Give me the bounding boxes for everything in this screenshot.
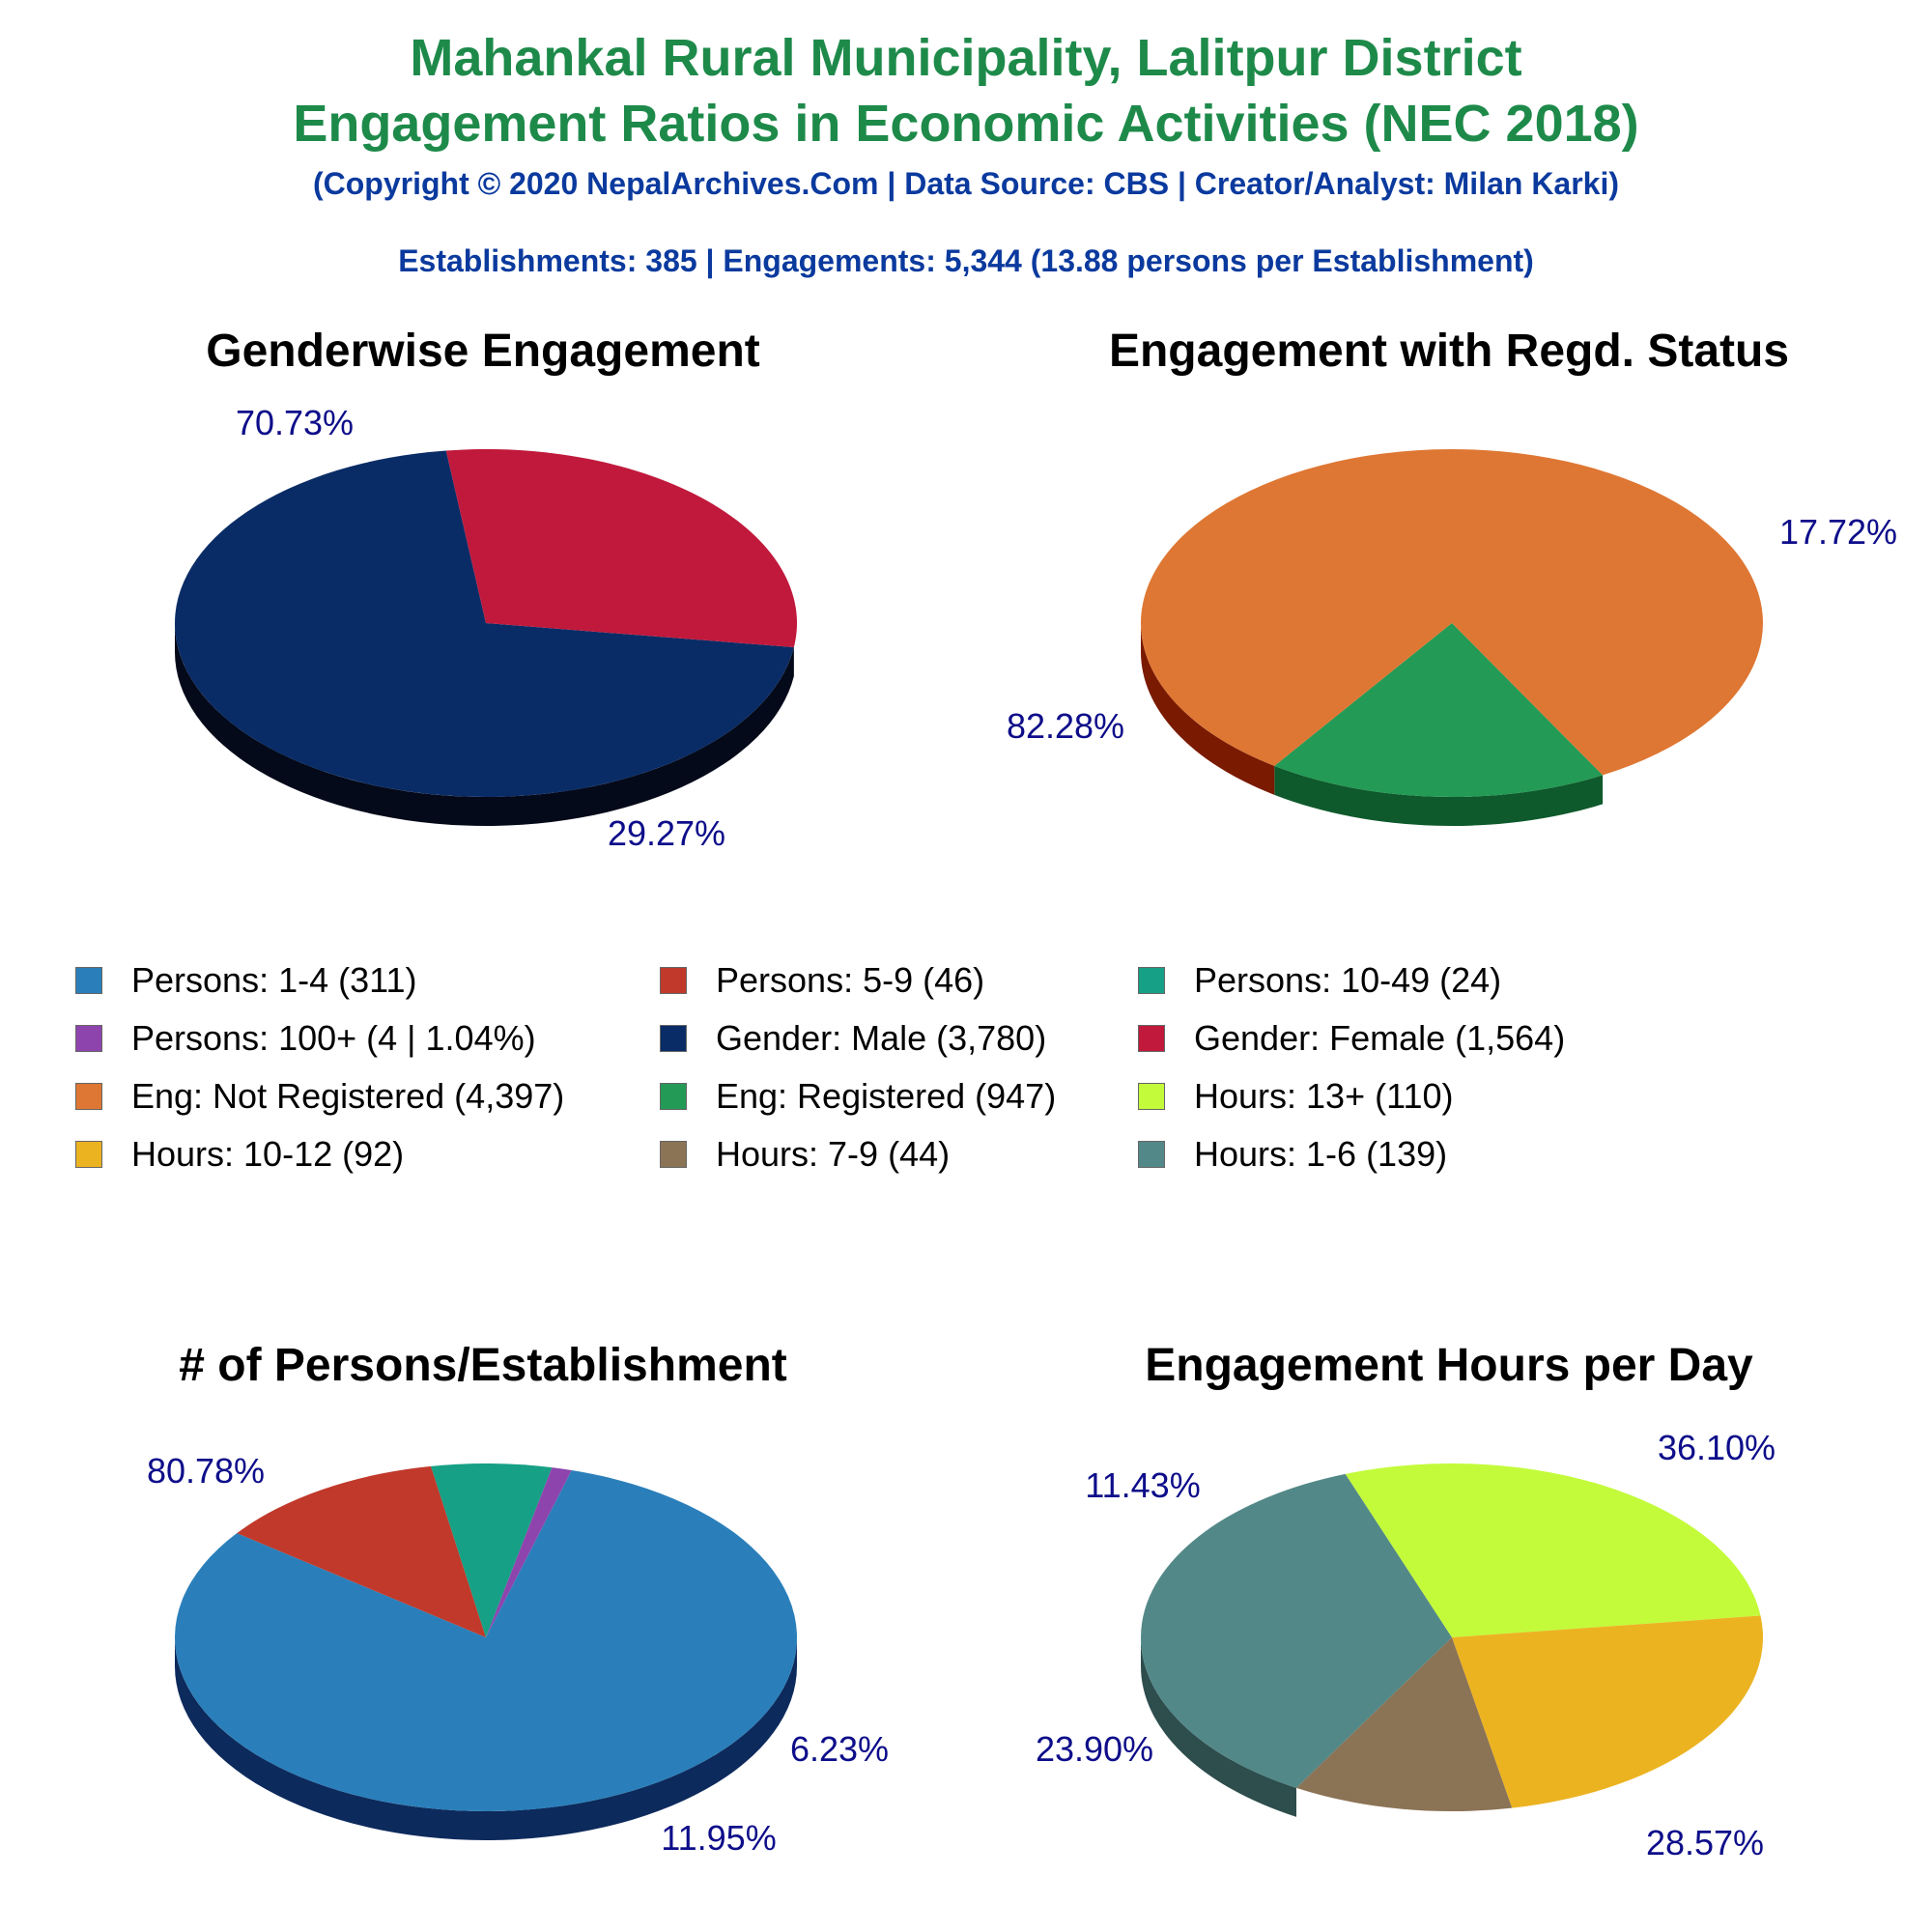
legend-item-persons-100-plus: Persons: 100+ (4 | 1.04%) bbox=[75, 1018, 536, 1058]
legend-swatch bbox=[660, 1083, 687, 1110]
legend-swatch bbox=[660, 1141, 687, 1168]
chart-title-line1: Mahankal Rural Municipality, Lalitpur Di… bbox=[410, 29, 1522, 87]
summary-line: Establishments: 385 | Engagements: 5,344… bbox=[398, 243, 1534, 278]
pie-title-hours: Engagement Hours per Day bbox=[1145, 1340, 1753, 1391]
legend-label: Hours: 13+ (110) bbox=[1194, 1076, 1454, 1116]
pie-data-label: 11.95% bbox=[661, 1818, 776, 1858]
pie-side-eng-not-registered-4-397 bbox=[1141, 623, 1275, 795]
legend-label: Persons: 1-4 (311) bbox=[131, 960, 417, 1000]
pie-data-label: 23.90% bbox=[1036, 1729, 1153, 1769]
pie-slice-persons-5-9-46 bbox=[237, 1465, 486, 1637]
pie-slice-hours-13-110 bbox=[1345, 1463, 1761, 1637]
copyright-line: (Copyright © 2020 NepalArchives.Com | Da… bbox=[312, 166, 1620, 201]
legend-label: Eng: Registered (947) bbox=[716, 1076, 1057, 1116]
legend-label: Gender: Female (1,564) bbox=[1194, 1018, 1566, 1058]
pie-side-eng-registered-947 bbox=[1274, 765, 1604, 826]
pie-slice-eng-not-registered-4-397 bbox=[1140, 449, 1763, 776]
pie-data-label: 29.27% bbox=[608, 813, 725, 853]
pie-slice-hours-10-12-92 bbox=[1452, 1615, 1763, 1808]
pie-title-registration: Engagement with Regd. Status bbox=[1108, 326, 1790, 377]
pie-title-persons: # of Persons/Establishment bbox=[179, 1340, 787, 1391]
pie-slice-persons-100-4-1-04 bbox=[486, 1467, 572, 1637]
chart-title-line2: Engagement Ratios in Economic Activities… bbox=[293, 95, 1639, 153]
legend-label: Hours: 10-12 (92) bbox=[131, 1134, 405, 1174]
legend-swatch bbox=[1138, 967, 1165, 994]
pie-slice-hours-7-9-44 bbox=[1296, 1637, 1513, 1811]
legend-label: Persons: 10-49 (24) bbox=[1194, 960, 1502, 1000]
pie-data-label: 80.78% bbox=[147, 1451, 265, 1491]
pie-slice-eng-registered-947 bbox=[1274, 623, 1604, 797]
legend-item-hours-7-9: Hours: 7-9 (44) bbox=[660, 1134, 951, 1174]
legend-item-persons-5-9: Persons: 5-9 (46) bbox=[660, 960, 985, 1000]
legend-item-gender-male: Gender: Male (3,780) bbox=[660, 1018, 1047, 1058]
legend-item-hours-13-plus: Hours: 13+ (110) bbox=[1138, 1076, 1454, 1116]
legend-item-gender-female: Gender: Female (1,564) bbox=[1138, 1018, 1566, 1058]
legend-swatch bbox=[660, 1025, 687, 1052]
legend-label: Persons: 5-9 (46) bbox=[716, 960, 985, 1000]
pie-side-persons-1-4-311 bbox=[175, 1637, 797, 1840]
legend-label: Eng: Not Registered (4,397) bbox=[131, 1076, 565, 1116]
pie-data-label: 70.73% bbox=[236, 403, 354, 442]
legend-swatch bbox=[75, 1141, 102, 1168]
legend-swatch bbox=[1138, 1083, 1165, 1110]
legend-item-registered: Eng: Registered (947) bbox=[660, 1076, 1057, 1116]
pie-persons: 80.78% 11.95% 6.23% bbox=[147, 1451, 889, 1858]
legend-swatch bbox=[75, 1083, 102, 1110]
legend-item-not-registered: Eng: Not Registered (4,397) bbox=[75, 1076, 565, 1116]
pie-data-label: 11.43% bbox=[1085, 1465, 1200, 1505]
pie-gender: 70.73% 29.27% bbox=[175, 403, 798, 853]
legend-swatch bbox=[75, 1025, 102, 1052]
legend-swatch bbox=[1138, 1141, 1165, 1168]
legend-item-persons-1-4: Persons: 1-4 (311) bbox=[75, 960, 417, 1000]
legend-item-hours-10-12: Hours: 10-12 (92) bbox=[75, 1134, 405, 1174]
pie-title-gender: Genderwise Engagement bbox=[206, 326, 760, 377]
legend-label: Persons: 100+ (4 | 1.04%) bbox=[131, 1018, 536, 1058]
pie-data-label: 17.72% bbox=[1779, 512, 1897, 552]
pie-hours: 36.10% 28.57% 23.90% 11.43% bbox=[1036, 1428, 1776, 1862]
pie-slice-persons-1-4-311 bbox=[175, 1469, 798, 1811]
legend-item-hours-1-6: Hours: 1-6 (139) bbox=[1138, 1134, 1448, 1174]
legend-item-persons-10-49: Persons: 10-49 (24) bbox=[1138, 960, 1502, 1000]
pie-slice-persons-10-49-24 bbox=[431, 1463, 553, 1637]
pie-side-hours-1-6-139 bbox=[1141, 1637, 1296, 1817]
pie-registration: 17.72% 82.28% bbox=[1007, 449, 1897, 826]
legend-swatch bbox=[1138, 1025, 1165, 1052]
legend-swatch bbox=[660, 967, 687, 994]
pie-slice-gender-male-3-780 bbox=[175, 450, 794, 797]
pie-slice-hours-1-6-139 bbox=[1141, 1473, 1452, 1788]
pie-data-label: 28.57% bbox=[1646, 1823, 1764, 1862]
pie-side-gender-male-3-780 bbox=[175, 623, 794, 826]
pie-slice-gender-female-1-564 bbox=[445, 448, 798, 648]
pie-data-label: 82.28% bbox=[1007, 706, 1124, 746]
legend-label: Hours: 1-6 (139) bbox=[1194, 1134, 1448, 1174]
legend-swatch bbox=[75, 967, 102, 994]
pie-data-label: 6.23% bbox=[790, 1729, 889, 1769]
legend-label: Hours: 7-9 (44) bbox=[716, 1134, 951, 1174]
pie-data-label: 36.10% bbox=[1658, 1428, 1776, 1467]
legend-label: Gender: Male (3,780) bbox=[716, 1018, 1047, 1058]
